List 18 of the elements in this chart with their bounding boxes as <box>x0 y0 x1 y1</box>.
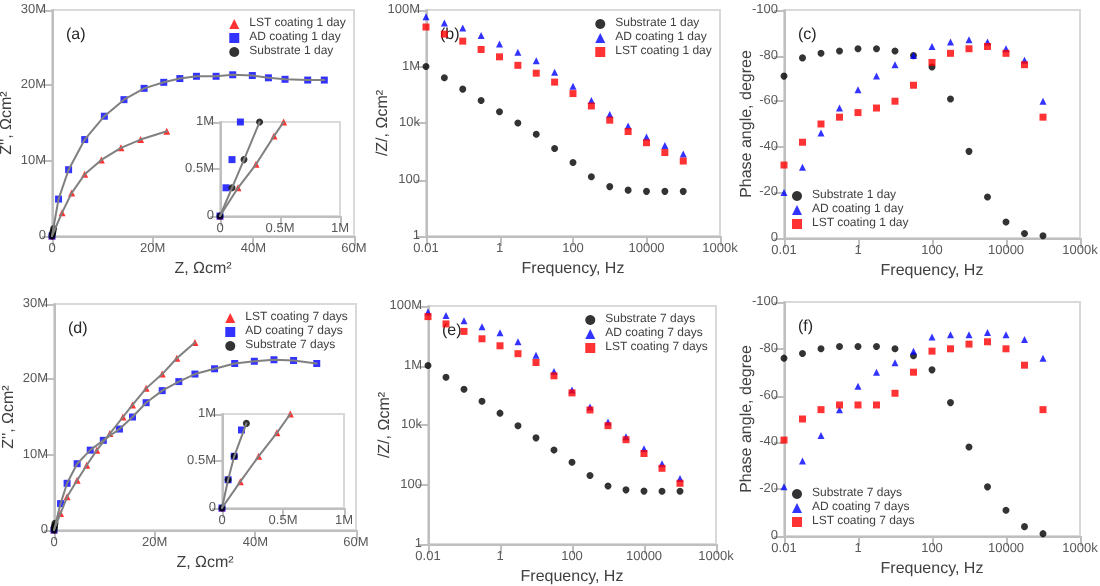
y-axis-title: /Z/, Ωcm² <box>375 391 393 459</box>
annotation: (f) <box>798 317 814 335</box>
x-axis-title: Frequency, Hz <box>520 567 624 585</box>
y-axis-title: /Z/, Ωcm² <box>373 89 391 157</box>
x-axis-title: Frequency, Hz <box>521 259 625 277</box>
annotation: (a) <box>66 25 87 43</box>
x-axis-title: Z, Ωcm² <box>174 259 233 277</box>
y-axis-title: Z'', Ωcm² <box>0 384 17 449</box>
y-axis-title: Phase angle, degree <box>737 49 755 198</box>
annotation: (c) <box>798 25 818 43</box>
y-axis-title: Z'', Ωcm² <box>0 90 15 155</box>
annotation: (b) <box>440 25 461 43</box>
annotation: (d) <box>68 319 89 337</box>
x-axis-title: Frequency, Hz <box>880 261 984 279</box>
x-axis-title: Z, Ωcm² <box>176 553 235 571</box>
x-axis-title: Frequency, Hz <box>880 559 984 577</box>
y-axis-title: Phase angle, degree <box>737 344 755 493</box>
annotation: (e) <box>442 321 463 339</box>
